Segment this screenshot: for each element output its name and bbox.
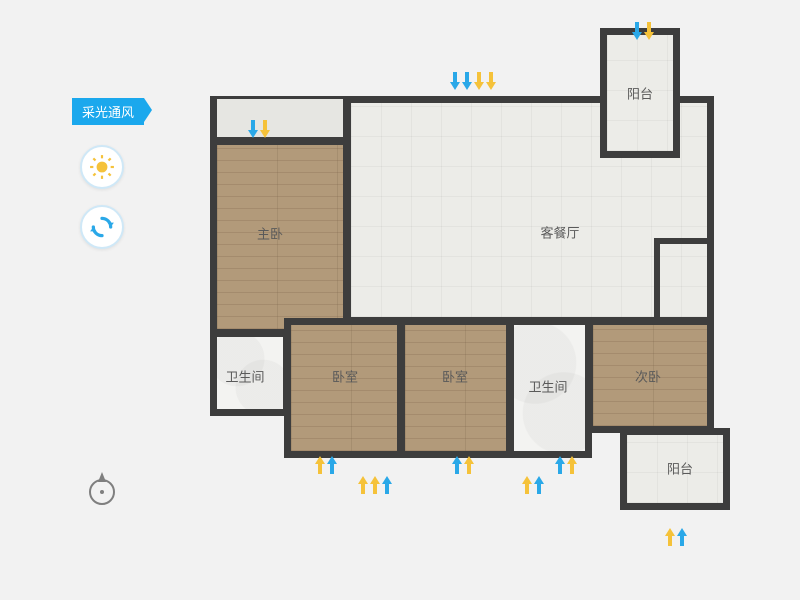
yellow-arrow-icon bbox=[358, 476, 368, 494]
room-bedroom_2 bbox=[284, 318, 404, 458]
room-label-bathroom_2: 卫生间 bbox=[528, 377, 567, 396]
sun-icon bbox=[89, 154, 115, 180]
room-window_nook bbox=[210, 96, 350, 144]
compass-icon bbox=[82, 470, 122, 510]
blue-arrow-icon bbox=[450, 72, 460, 90]
yellow-arrow-icon bbox=[644, 22, 654, 40]
refresh-icon bbox=[89, 214, 115, 240]
partition-0 bbox=[654, 238, 714, 244]
room-label-second_bedroom: 次卧 bbox=[635, 367, 661, 386]
yellow-arrow-icon bbox=[665, 528, 675, 546]
refresh-button[interactable] bbox=[80, 205, 124, 249]
partition-1 bbox=[654, 238, 660, 324]
vent-arrows-1 bbox=[632, 22, 654, 40]
room-label-bedroom_2: 卧室 bbox=[332, 367, 358, 386]
vent-arrows-4 bbox=[358, 476, 392, 494]
lighting-badge-label: 采光通风 bbox=[82, 105, 134, 120]
blue-arrow-icon bbox=[462, 72, 472, 90]
blue-arrow-icon bbox=[382, 476, 392, 494]
yellow-arrow-icon bbox=[260, 120, 270, 138]
room-bedroom_3 bbox=[398, 318, 513, 458]
vent-arrows-3 bbox=[315, 456, 337, 474]
vent-arrows-8 bbox=[665, 528, 687, 546]
lighting-badge: 采光通风 bbox=[72, 98, 144, 125]
blue-arrow-icon bbox=[248, 120, 258, 138]
yellow-arrow-icon bbox=[522, 476, 532, 494]
yellow-arrow-icon bbox=[486, 72, 496, 90]
yellow-arrow-icon bbox=[474, 72, 484, 90]
partition-2 bbox=[708, 152, 714, 244]
blue-arrow-icon bbox=[555, 456, 565, 474]
floor-plan: 主卧卫生间卧室卧室卫生间次卧客餐厅阳台阳台 bbox=[200, 28, 770, 568]
blue-arrow-icon bbox=[327, 456, 337, 474]
sun-button[interactable] bbox=[80, 145, 124, 189]
yellow-arrow-icon bbox=[464, 456, 474, 474]
yellow-arrow-icon bbox=[370, 476, 380, 494]
vent-arrows-7 bbox=[555, 456, 577, 474]
room-label-balcony_top: 阳台 bbox=[627, 84, 653, 103]
vent-arrows-0 bbox=[450, 72, 496, 90]
yellow-arrow-icon bbox=[567, 456, 577, 474]
room-label-master_bedroom: 主卧 bbox=[257, 224, 283, 243]
blue-arrow-icon bbox=[534, 476, 544, 494]
room-label-balcony_bottom: 阳台 bbox=[667, 459, 693, 478]
compass-widget[interactable] bbox=[82, 470, 122, 510]
yellow-arrow-icon bbox=[315, 456, 325, 474]
blue-arrow-icon bbox=[677, 528, 687, 546]
vent-arrows-5 bbox=[452, 456, 474, 474]
room-label-bathroom_1: 卫生间 bbox=[225, 367, 264, 386]
vent-arrows-6 bbox=[522, 476, 544, 494]
room-label-living_dining: 客餐厅 bbox=[540, 223, 579, 242]
vent-arrows-2 bbox=[248, 120, 270, 138]
blue-arrow-icon bbox=[452, 456, 462, 474]
room-label-bedroom_3: 卧室 bbox=[442, 367, 468, 386]
blue-arrow-icon bbox=[632, 22, 642, 40]
